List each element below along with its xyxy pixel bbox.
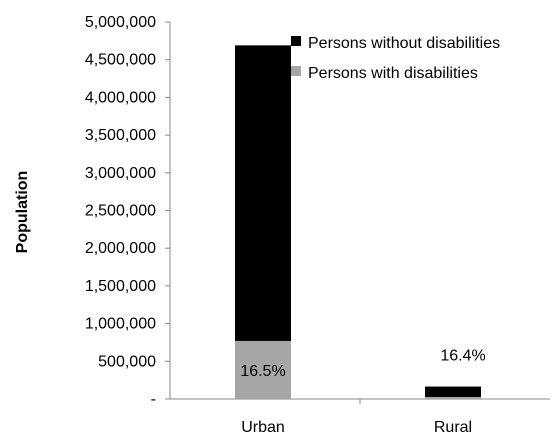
y-tick-label: 500,000 <box>98 353 156 370</box>
bar-rural-without-disabilities <box>425 386 481 397</box>
y-tick-label: 1,500,000 <box>85 278 156 295</box>
legend-entry-label: Persons with disabilities <box>308 65 478 82</box>
y-tick-label: 3,000,000 <box>85 165 156 182</box>
bar-rural-with-disabilities <box>425 396 481 399</box>
y-tick-label: 4,000,000 <box>85 89 156 106</box>
bars <box>235 45 481 399</box>
y-axis-label: Population <box>14 171 31 254</box>
y-tick-label: 5,000,000 <box>85 14 156 31</box>
data-label: 16.5% <box>240 363 285 380</box>
x-category-label: Rural <box>434 419 472 436</box>
x-axis-categories: Urban Rural <box>241 419 472 436</box>
data-labels: 16.5% 16.4% <box>240 348 485 380</box>
bar-urban-without-disabilities <box>235 45 291 341</box>
x-category-label: Urban <box>241 419 285 436</box>
y-tick-label: 3,500,000 <box>85 127 156 144</box>
legend-swatch <box>291 66 301 76</box>
bar-urban-with-disabilities <box>235 340 291 399</box>
y-axis-ticks: - 500,000 1,000,000 1,500,000 2,000,000 2,500… <box>85 14 170 408</box>
y-tick-label: 2,000,000 <box>85 240 156 257</box>
legend-entry-label: Persons without disabilities <box>308 35 500 52</box>
y-tick-label: - <box>151 391 156 408</box>
data-label: 16.4% <box>440 348 485 365</box>
y-tick-label: 2,500,000 <box>85 203 156 220</box>
legend-swatch <box>291 36 301 46</box>
y-tick-label: 1,000,000 <box>85 316 156 333</box>
legend: Persons without disabilities Persons with… <box>291 35 500 82</box>
y-tick-label: 4,500,000 <box>85 52 156 69</box>
